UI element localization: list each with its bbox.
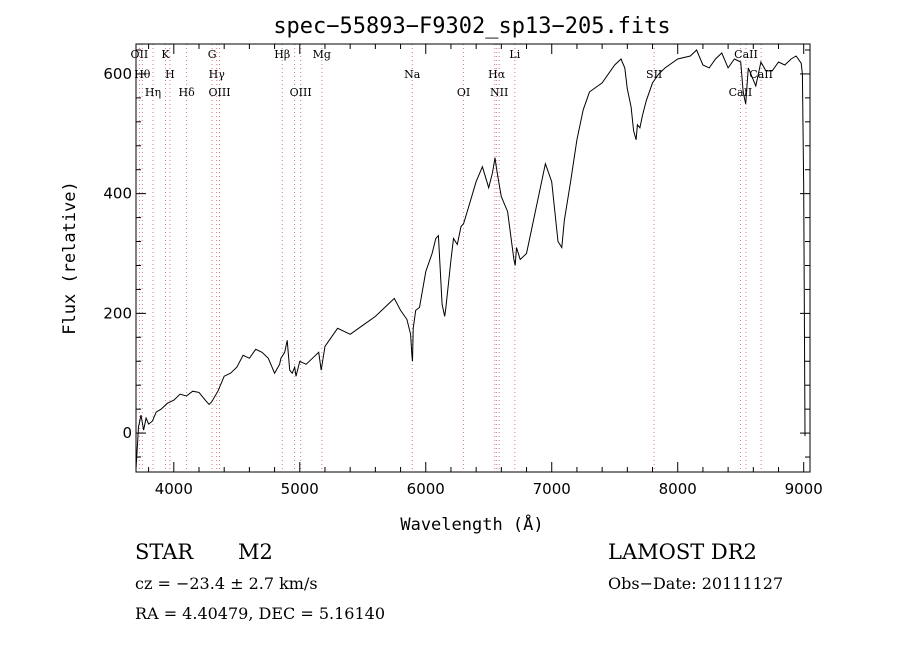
spectral-line-label: G — [208, 48, 217, 61]
spectral-line-label: OI — [457, 86, 470, 99]
spectral-line-label: CaII — [734, 48, 758, 61]
redshift-velocity: cz = −23.4 ± 2.7 km/s — [135, 574, 318, 593]
plot-area: OII Hθ Hη KH Hδ G Hγ OIII Hβ OIII Mg Na OI Hα NII Li SII… — [103, 43, 823, 498]
spectrum-series-line — [135, 49, 806, 470]
x-tick-label: 9000 — [785, 480, 823, 498]
chart-title: spec−55893−F9302_sp13−205.fits — [273, 14, 670, 39]
x-tick-label: 8000 — [659, 480, 697, 498]
y-tick-label: 200 — [103, 304, 132, 322]
spectral-line-label: K — [161, 48, 170, 61]
spectral-line-label: Hγ — [209, 68, 226, 81]
spectral-line-label: OII — [131, 48, 149, 61]
y-axis-label: Flux (relative) — [60, 181, 80, 335]
plot-frame — [135, 43, 811, 473]
x-tick-label: 5000 — [281, 480, 319, 498]
spectral-line-label: Hα — [488, 68, 506, 81]
spectral-line-label: OIII — [208, 86, 230, 99]
spectral-line-label: Li — [509, 48, 520, 61]
survey-name: LAMOST DR2 — [608, 540, 757, 564]
spectral-line-label: Hβ — [274, 48, 290, 61]
spectral-line-label: SII — [646, 68, 662, 81]
y-tick-label: 600 — [103, 65, 132, 83]
y-tick-label: 0 — [122, 424, 132, 442]
x-tick-label: 6000 — [407, 480, 445, 498]
spectral-line-label: Na — [404, 68, 421, 81]
spectral-line-label: CaII — [729, 86, 753, 99]
spectral-line-label: Hθ — [134, 68, 151, 81]
object-subclass: M2 — [238, 540, 273, 564]
x-axis-label: Wavelength (Å) — [400, 513, 543, 535]
spectral-line-label: NII — [490, 86, 508, 99]
y-tick-label: 400 — [103, 185, 132, 203]
observation-date: Obs−Date: 20111127 — [608, 574, 784, 593]
spectral-line-label: Hδ — [179, 86, 196, 99]
spectral-line-label: H — [165, 68, 175, 81]
spectral-line-label: Hη — [145, 86, 161, 99]
object-class: STAR — [135, 540, 194, 564]
spectral-line-label: Mg — [313, 48, 331, 61]
spectral-line-label: OIII — [290, 86, 312, 99]
x-tick-label: 7000 — [533, 480, 571, 498]
sky-coordinates: RA = 4.40479, DEC = 5.16140 — [135, 604, 386, 623]
x-tick-label: 4000 — [155, 480, 193, 498]
